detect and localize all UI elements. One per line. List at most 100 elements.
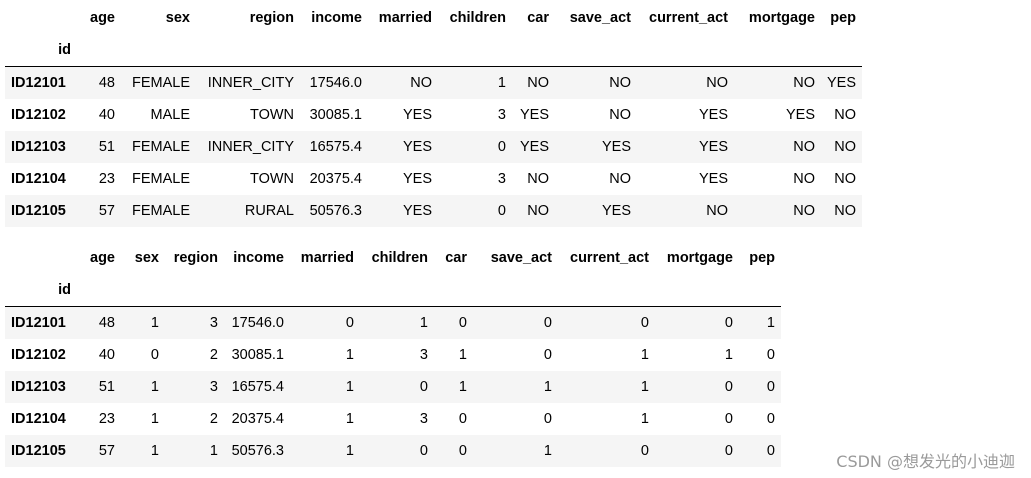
- row-index-label: ID12104: [11, 171, 66, 187]
- table-cell: NO: [527, 171, 549, 187]
- table-cell: 0: [458, 411, 467, 427]
- table-cell: 0: [766, 379, 775, 395]
- table-cell: YES: [785, 107, 815, 123]
- index-name-header: id: [5, 34, 77, 67]
- table-cell: 17546.0: [309, 75, 362, 91]
- table-cell: YES: [601, 203, 631, 219]
- row-index-label: ID12102: [11, 107, 66, 123]
- table-cell: INNER_CITY: [207, 75, 294, 91]
- table-cell: 48: [98, 75, 115, 91]
- index-header-spacer: [512, 34, 555, 67]
- index-header-spacer: [121, 274, 165, 307]
- table-row: ID12105 57 FEMALE RURAL 50576.3 YES 0 NO YES NO NO…: [5, 195, 863, 227]
- table-cell: 1: [150, 379, 159, 395]
- table-cell: 1: [345, 443, 354, 459]
- index-header-spacer: [558, 274, 655, 307]
- table-cell: YES: [402, 107, 432, 123]
- column-header-row: age sex region income married children car save…: [5, 242, 781, 274]
- table-cell: NO: [834, 139, 857, 155]
- table-row: ID12101 48 1 3 17546.0 0 1 0 0 0 0 1: [5, 306, 781, 339]
- table-cell: 40: [98, 107, 115, 123]
- table-cell: 50576.3: [309, 203, 362, 219]
- table-cell: NO: [793, 75, 815, 91]
- table-cell: NO: [410, 75, 432, 91]
- table-cell: NO: [793, 203, 815, 219]
- index-header-spacer: [224, 274, 290, 307]
- table-row: ID12103 51 1 3 16575.4 1 0 1 1 1 0 0: [5, 371, 781, 403]
- table-cell: YES: [601, 139, 631, 155]
- table-cell: 0: [724, 379, 733, 395]
- table-cell: YES: [519, 107, 549, 123]
- table-row: ID12101 48 FEMALE INNER_CITY 17546.0 NO 1 NO NO N…: [5, 66, 863, 99]
- header-corner: [5, 242, 77, 274]
- column-header: region: [173, 250, 218, 266]
- table-cell: 0: [640, 315, 649, 331]
- table-cell: YES: [698, 139, 728, 155]
- index-header-spacer: [300, 34, 368, 67]
- table-cell: 30085.1: [231, 347, 284, 363]
- table-cell: YES: [402, 139, 432, 155]
- header-corner: [5, 2, 77, 34]
- index-header-spacer: [368, 34, 438, 67]
- table-cell: YES: [402, 203, 432, 219]
- table-cell: 17546.0: [231, 315, 284, 331]
- table-cell: NO: [609, 75, 631, 91]
- table-cell: YES: [698, 171, 728, 187]
- table-row: ID12104 23 1 2 20375.4 1 3 0 0 1 0 0: [5, 403, 781, 435]
- table-cell: 1: [640, 347, 649, 363]
- table-cell: RURAL: [244, 203, 294, 219]
- column-header: pep: [830, 10, 857, 26]
- column-header: mortgage: [666, 250, 733, 266]
- index-header-spacer: [77, 34, 121, 67]
- row-index-label: ID12103: [11, 139, 66, 155]
- column-header: car: [445, 250, 467, 266]
- table-cell: 51: [98, 379, 115, 395]
- table-cell: 1: [766, 315, 775, 331]
- table-cell: MALE: [150, 107, 191, 123]
- table-cell: 1: [458, 347, 467, 363]
- index-header-spacer: [821, 34, 863, 67]
- csdn-watermark: CSDN @想发光的小迪迦: [836, 452, 1015, 471]
- table-cell: 0: [497, 203, 506, 219]
- index-header-spacer: [434, 274, 473, 307]
- table-cell: NO: [706, 75, 728, 91]
- dataframe-table-original: age sex region income married children car save…: [5, 2, 863, 227]
- table-cell: 0: [419, 379, 428, 395]
- table-cell: 0: [150, 347, 159, 363]
- column-header: pep: [749, 250, 775, 266]
- index-header-row: id: [5, 34, 863, 67]
- index-header-spacer: [655, 274, 739, 307]
- table-cell: INNER_CITY: [207, 139, 294, 155]
- row-index-label: ID12101: [11, 75, 66, 91]
- table-row: ID12102 40 MALE TOWN 30085.1 YES 3 YES NO YES YES N…: [5, 99, 863, 131]
- column-header: income: [311, 10, 362, 26]
- index-name-header: id: [5, 274, 77, 307]
- table-cell: 1: [543, 379, 552, 395]
- table-cell: 0: [543, 347, 552, 363]
- column-header: children: [449, 10, 506, 26]
- table-cell: 1: [150, 411, 159, 427]
- table-cell: 23: [98, 171, 115, 187]
- row-index-label: ID12105: [11, 443, 66, 459]
- table-body: ID12101 48 1 3 17546.0 0 1 0 0 0 0 1 ID12102 40 0 2 3008…: [5, 306, 781, 467]
- table-cell: 3: [419, 347, 428, 363]
- column-header: car: [527, 10, 549, 26]
- table-cell: 1: [640, 379, 649, 395]
- table-cell: YES: [698, 107, 728, 123]
- column-header-row: age sex region income married children car save…: [5, 2, 862, 34]
- table-row: ID12104 23 FEMALE TOWN 20375.4 YES 3 NO NO YES NO N…: [5, 163, 863, 195]
- table-cell: 40: [98, 347, 115, 363]
- column-header: age: [90, 250, 115, 266]
- column-header: current_act: [570, 250, 649, 266]
- table-cell: 1: [458, 379, 467, 395]
- table-cell: NO: [834, 171, 857, 187]
- table-cell: NO: [706, 203, 728, 219]
- table-body: ID12101 48 FEMALE INNER_CITY 17546.0 NO 1 NO NO N…: [5, 66, 863, 227]
- row-index-label: ID12105: [11, 203, 66, 219]
- table-cell: 0: [458, 443, 467, 459]
- index-header-spacer: [196, 34, 300, 67]
- row-index-label: ID12103: [11, 379, 66, 395]
- index-header-spacer: [734, 34, 821, 67]
- table-cell: NO: [527, 75, 549, 91]
- table-cell: 1: [345, 411, 354, 427]
